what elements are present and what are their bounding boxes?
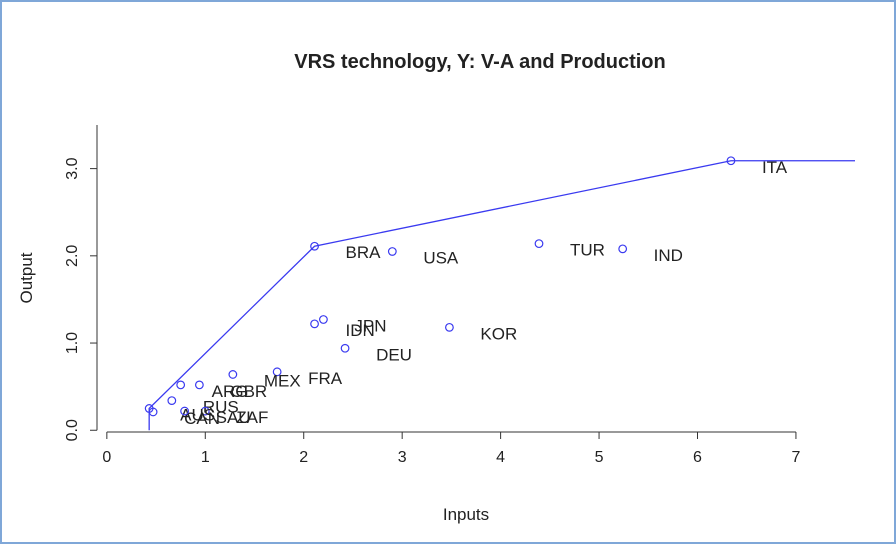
x-axis-label: Inputs: [443, 505, 489, 524]
data-point: [180, 406, 190, 416]
point-label: RUS: [203, 398, 239, 417]
point-label: TUR: [570, 241, 605, 260]
data-point: [534, 239, 544, 249]
point-label: ARG: [212, 382, 249, 401]
x-tick-label: 3: [398, 449, 407, 466]
data-point: [387, 247, 397, 256]
data-point: [272, 367, 282, 377]
point-label: MEX: [264, 371, 301, 390]
x-tick-label: 5: [595, 449, 604, 466]
y-tick-label: 1.0: [64, 332, 81, 354]
point-label: USA: [423, 248, 459, 267]
point-label: JPN: [354, 316, 386, 335]
x-tick-label: 2: [299, 449, 308, 466]
y-tick-label: 0.0: [64, 419, 81, 441]
point-label: SAU: [216, 408, 251, 427]
point-label: FRA: [308, 369, 343, 388]
frontier-line: [148, 160, 855, 431]
y-tick-label: 3.0: [64, 157, 81, 179]
point-label: KOR: [480, 324, 517, 343]
point-label: ITA: [762, 158, 788, 177]
point-label: GBR: [230, 382, 267, 401]
x-tick-label: 7: [791, 449, 800, 466]
point-label: DEU: [376, 345, 412, 364]
data-point: [445, 322, 454, 332]
data-point: [176, 380, 186, 390]
point-label: CAN: [184, 409, 220, 428]
data-point: [167, 396, 177, 406]
data-point: [148, 407, 158, 417]
data-point: [228, 370, 238, 379]
data-point: [726, 156, 736, 166]
point-label: ZAF: [236, 408, 268, 427]
data-point: [319, 315, 328, 324]
x-tick-label: 1: [201, 449, 210, 466]
x-tick-label: 4: [496, 449, 505, 466]
data-point: [310, 319, 319, 329]
y-axis-label: Output: [17, 252, 36, 303]
data-point: [310, 241, 319, 251]
point-label: IDN: [346, 321, 375, 340]
data-point: [340, 343, 350, 353]
data-point: [200, 406, 210, 416]
y-tick-label: 2.0: [64, 245, 81, 267]
x-tick-label: 0: [102, 449, 111, 466]
data-point: [618, 244, 628, 254]
point-label: IND: [654, 246, 683, 265]
chart-title: VRS technology, Y: V-A and Production: [294, 51, 666, 73]
x-tick-label: 6: [693, 449, 702, 466]
point-label: BRA: [346, 243, 382, 262]
data-point: [194, 380, 204, 390]
